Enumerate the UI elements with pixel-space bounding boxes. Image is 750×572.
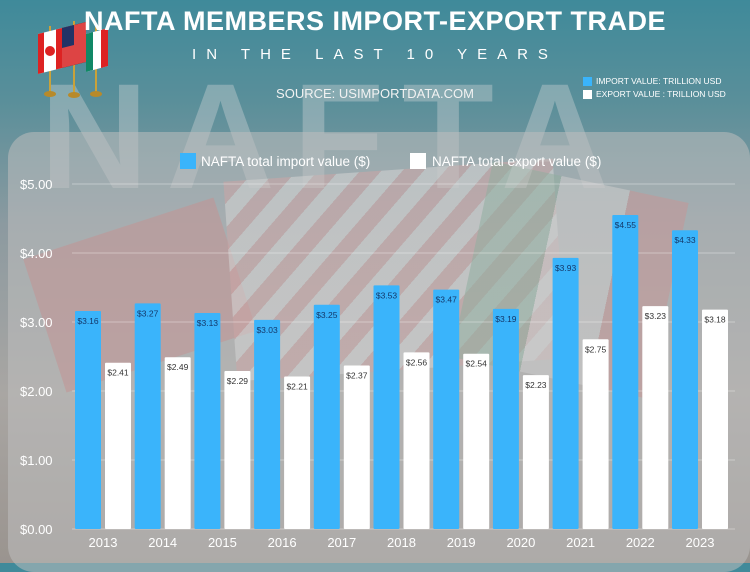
import-data-label: $3.16 (77, 316, 99, 326)
unit-legend: IMPORT VALUE: TRILLION USD EXPORT VALUE … (583, 76, 726, 102)
import-data-label: $3.47 (436, 295, 458, 305)
import-bar (75, 310, 101, 529)
import-bar (313, 304, 340, 529)
export-bar (702, 309, 728, 529)
x-tick-label: 2023 (686, 535, 715, 550)
x-tick-label: 2013 (89, 535, 118, 550)
y-tick-label: $0.00 (20, 522, 53, 537)
x-tick-label: 2016 (268, 535, 297, 550)
export-bar (284, 376, 311, 529)
import-data-label: $3.03 (256, 325, 278, 335)
y-tick-label: $5.00 (20, 177, 53, 192)
import-data-label: $4.33 (674, 235, 696, 245)
x-tick-label: 2019 (447, 535, 476, 550)
import-bar (672, 230, 698, 530)
x-tick-label: 2015 (208, 535, 237, 550)
import-bar (612, 215, 639, 530)
export-bar (343, 365, 370, 529)
import-data-label: $3.53 (376, 290, 398, 300)
export-data-label: $3.23 (645, 311, 667, 321)
chart-title: NAFTA MEMBERS IMPORT-EXPORT TRADE (84, 6, 666, 36)
export-data-label: $2.21 (286, 382, 308, 392)
unit-legend-export: EXPORT VALUE : TRILLION USD (583, 89, 726, 99)
x-tick-label: 2018 (387, 535, 416, 550)
export-bar (463, 353, 490, 529)
import-bar (552, 257, 579, 529)
x-tick-label: 2022 (626, 535, 655, 550)
unit-legend-import: IMPORT VALUE: TRILLION USD (583, 76, 726, 86)
export-bar (403, 352, 430, 529)
y-tick-label: $4.00 (20, 246, 53, 261)
export-data-label: $2.41 (107, 368, 129, 378)
import-bar (194, 313, 221, 529)
unit-legend-import-label: IMPORT VALUE: TRILLION USD (596, 76, 722, 86)
export-swatch (583, 89, 592, 99)
export-data-label: $2.49 (167, 362, 189, 372)
import-data-label: $3.25 (316, 310, 338, 320)
export-bar (224, 370, 251, 529)
export-data-label: $2.37 (346, 370, 368, 380)
chart-subtitle: IN THE LAST 10 YEARS (192, 46, 558, 63)
export-bar (522, 375, 549, 529)
x-tick-label: 2017 (327, 535, 356, 550)
legend-import-label: NAFTA total import value ($) (201, 154, 370, 169)
import-swatch (583, 76, 592, 86)
export-data-label: $2.75 (585, 344, 607, 354)
import-data-label: $3.27 (137, 308, 159, 318)
y-tick-label: $1.00 (20, 453, 53, 468)
export-bar (164, 357, 191, 529)
export-data-label: $2.29 (227, 376, 249, 386)
x-tick-label: 2020 (506, 535, 535, 550)
import-bar (254, 319, 281, 529)
import-bar (433, 289, 460, 529)
export-bar (642, 306, 669, 529)
y-tick-label: $3.00 (20, 315, 53, 330)
import-bar (373, 285, 400, 529)
import-data-label: $4.55 (615, 220, 637, 230)
import-bar (492, 308, 519, 529)
export-data-label: $2.23 (525, 380, 547, 390)
y-tick-label: $2.00 (20, 384, 53, 399)
import-data-label: $3.19 (495, 314, 517, 324)
source-text: SOURCE: USIMPORTDATA.COM (276, 86, 474, 101)
legend-export-label: NAFTA total export value ($) (432, 154, 601, 169)
export-bar (582, 339, 609, 529)
import-bar (134, 303, 161, 529)
unit-legend-export-label: EXPORT VALUE : TRILLION USD (596, 89, 726, 99)
export-bar (105, 362, 131, 529)
flags-icon (38, 21, 108, 98)
export-data-label: $3.18 (704, 315, 726, 325)
export-data-label: $2.56 (406, 357, 428, 367)
legend-export-swatch (410, 153, 426, 169)
export-data-label: $2.54 (466, 359, 488, 369)
x-tick-label: 2021 (566, 535, 595, 550)
x-tick-label: 2014 (148, 535, 177, 550)
import-data-label: $3.93 (555, 263, 577, 273)
import-data-label: $3.13 (197, 318, 219, 328)
legend-import-swatch (180, 153, 196, 169)
